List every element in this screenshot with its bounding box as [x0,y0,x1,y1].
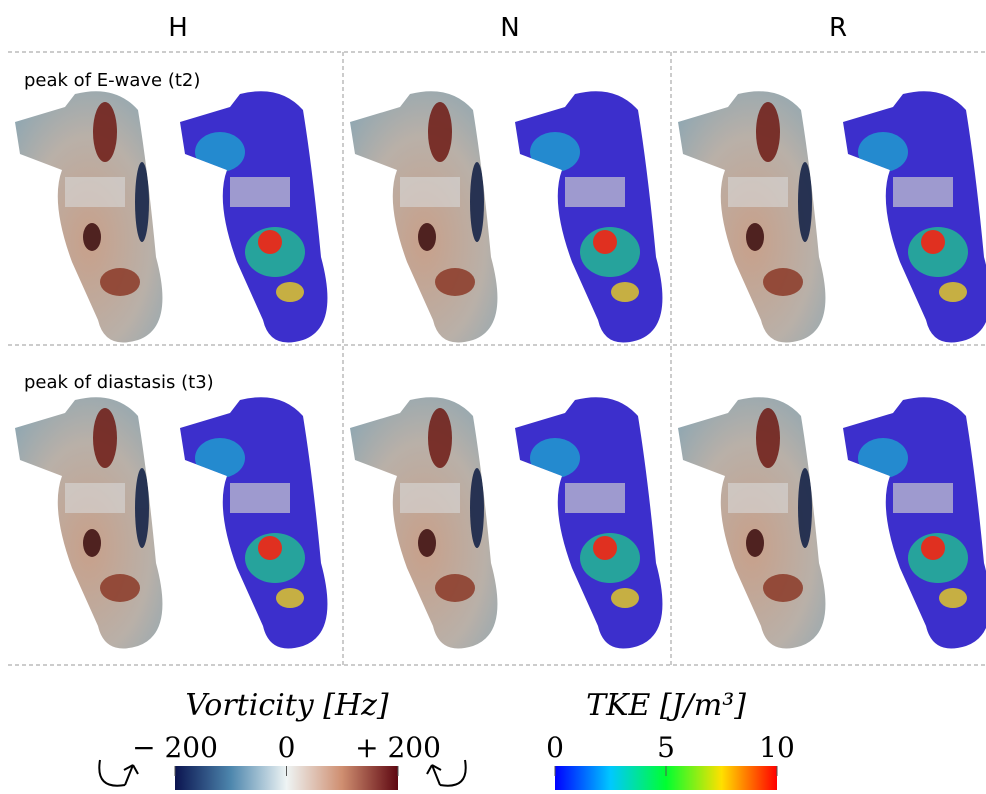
tick-label: 0 [278,731,296,764]
vorticity-panel [15,91,162,342]
tke-panel [843,91,986,342]
column-label: H [168,13,188,43]
tke-panel [180,91,327,342]
column-label: N [500,13,519,43]
vorticity-panel [678,397,825,648]
tick-label: + 200 [355,731,441,764]
tke-panel [515,91,662,342]
row-label: peak of E-wave (t2) [24,70,200,91]
figure: H N R peak of E-wave (t2) peak of diasta… [0,0,986,794]
row-label: peak of diastasis (t3) [24,372,214,393]
column-label: R [829,13,847,43]
colorbar-title: TKE [J/m³] [586,688,746,723]
panels [15,91,986,648]
tick-label: − 200 [132,731,218,764]
tke-panel [843,397,986,648]
tke-panel [515,397,662,648]
tick-label: 0 [546,731,564,764]
tke-panel [180,397,327,648]
tick-label: 10 [759,731,795,764]
vorticity-panel [350,397,497,648]
colorbar-title: Vorticity [Hz] [185,688,389,723]
vorticity-panel [15,397,162,648]
vorticity-panel [678,91,825,342]
vorticity-panel [350,91,497,342]
tick-label: 5 [657,731,675,764]
